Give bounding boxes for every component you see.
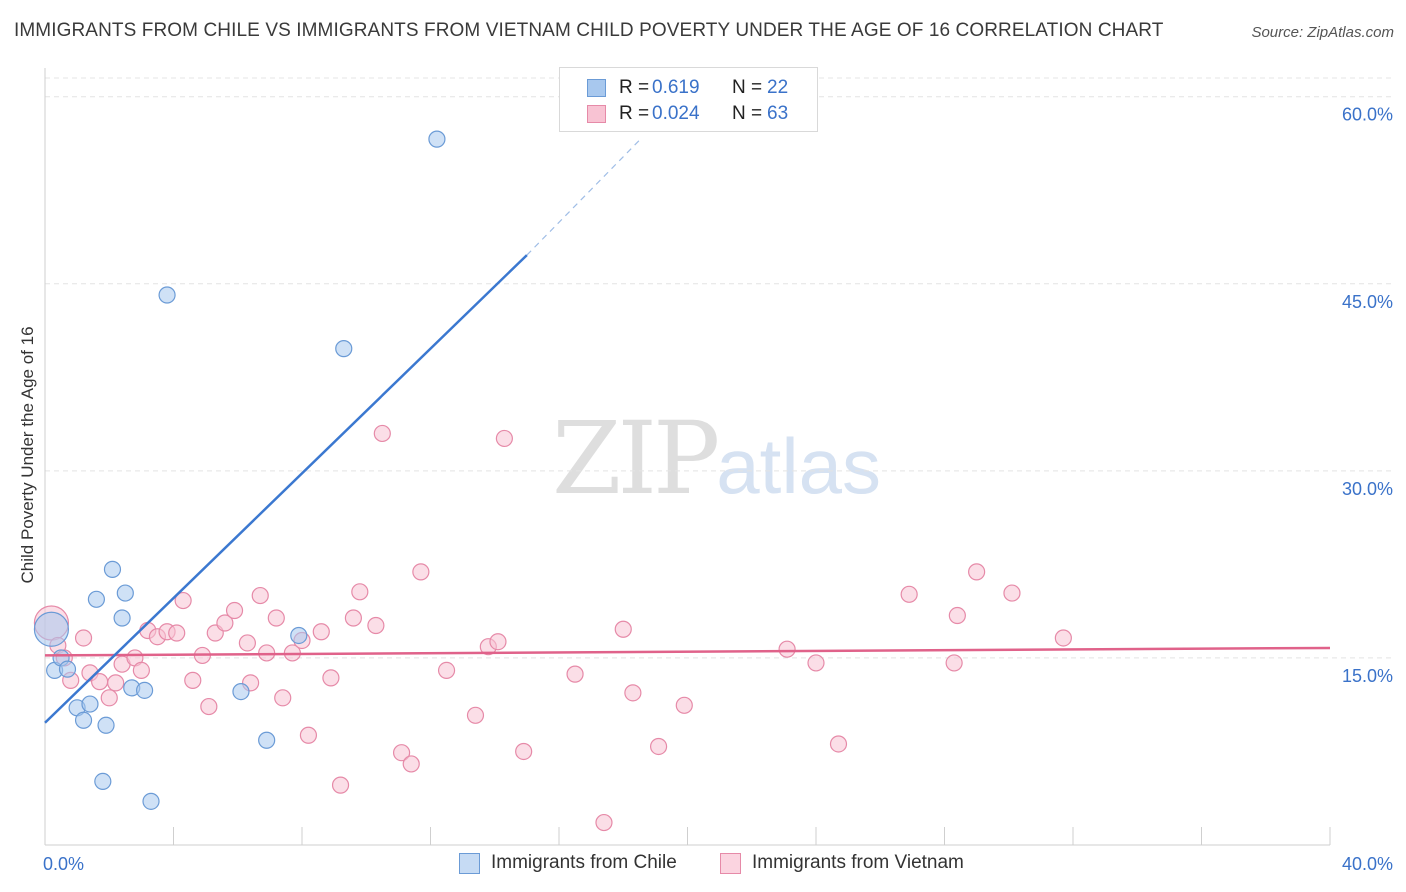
chart-title: IMMIGRANTS FROM CHILE VS IMMIGRANTS FROM…: [14, 20, 1164, 41]
legend-n-label: N =: [732, 77, 763, 98]
data-point-vietnam: [515, 742, 533, 761]
legend-r-value: 0.024: [652, 103, 700, 124]
bottom-legend-swatch-chile: [459, 853, 480, 874]
data-point-vietnam: [807, 654, 825, 672]
data-point-vietnam: [1054, 629, 1072, 647]
data-point-vietnam: [238, 634, 256, 652]
data-point-vietnam: [437, 661, 456, 679]
data-point-vietnam: [624, 684, 642, 702]
legend-swatch-chile: [587, 79, 606, 97]
data-point-vietnam: [200, 697, 218, 716]
bottom-legend-label-vietnam: Immigrants from Vietnam: [752, 852, 964, 873]
data-point-chile: [258, 731, 276, 749]
source-credit: Source: ZipAtlas.com: [1251, 24, 1394, 41]
data-point-vietnam: [948, 606, 966, 625]
data-point-vietnam: [74, 629, 93, 647]
data-point-chile: [94, 772, 112, 790]
data-point-chile: [428, 130, 446, 148]
legend-swatch-vietnam: [587, 105, 606, 123]
data-point-vietnam: [267, 609, 285, 627]
data-point-vietnam: [107, 674, 125, 692]
data-point-vietnam: [649, 737, 668, 756]
data-point-vietnam: [168, 624, 186, 642]
data-point-vietnam: [968, 563, 986, 581]
data-point-vietnam: [495, 429, 513, 448]
data-point-vietnam: [344, 609, 362, 627]
data-point-chile: [142, 792, 160, 810]
x-tick-label: 0.0%: [43, 854, 84, 874]
data-point-chile: [81, 695, 99, 713]
watermark: ZIPatlas: [552, 400, 881, 517]
data-point-vietnam: [367, 616, 385, 635]
data-point-vietnam: [466, 706, 485, 724]
data-point-vietnam: [392, 744, 411, 762]
data-point-chile: [103, 560, 122, 578]
data-point-chile: [58, 660, 77, 678]
bottom-legend-swatch-vietnam: [720, 853, 741, 874]
data-point-vietnam: [595, 813, 613, 832]
data-point-chile: [335, 340, 353, 358]
data-point-vietnam: [614, 620, 632, 638]
legend-n-label: N =: [732, 103, 763, 124]
legend-r-label: R =: [619, 103, 650, 124]
data-point-vietnam: [1003, 584, 1021, 602]
legend-box: R = 0.619 N = 22 R = 0.024 N = 63: [559, 67, 818, 132]
legend-n-value: 63: [767, 103, 789, 124]
data-point-vietnam: [100, 689, 118, 707]
data-point-chile: [33, 611, 70, 647]
data-point-vietnam: [566, 665, 584, 683]
y-tick-label: 30.0%: [1342, 479, 1393, 499]
legend-r-value: 0.619: [652, 77, 700, 98]
legend-r-label: R =: [619, 77, 650, 98]
data-point-chile: [113, 609, 131, 627]
data-point-chile: [158, 286, 176, 304]
watermark-atlas: atlas: [716, 422, 882, 510]
data-point-vietnam: [184, 671, 202, 689]
trend-line-vietnam: [44, 646, 1331, 657]
data-point-vietnam: [489, 633, 507, 651]
data-point-vietnam: [174, 591, 192, 610]
data-point-chile: [97, 716, 115, 734]
data-point-vietnam: [299, 726, 318, 744]
data-point-vietnam: [373, 424, 391, 443]
y-tick-label: 45.0%: [1342, 292, 1393, 312]
data-point-vietnam: [402, 755, 420, 773]
legend-n-value: 22: [767, 77, 789, 98]
data-point-vietnam: [251, 586, 269, 605]
data-point-vietnam: [778, 640, 796, 658]
data-point-vietnam: [216, 614, 234, 632]
data-point-chile: [116, 584, 134, 602]
data-point-vietnam: [412, 563, 430, 581]
trend-line-chile-extension: [526, 139, 640, 256]
data-point-vietnam: [351, 583, 369, 601]
bottom-legend-label-chile: Immigrants from Chile: [491, 852, 677, 873]
x-tick-label: 40.0%: [1342, 854, 1393, 874]
data-point-vietnam: [675, 696, 693, 714]
y-tick-label: 60.0%: [1342, 105, 1393, 125]
data-point-chile: [87, 590, 106, 608]
data-point-vietnam: [331, 776, 350, 794]
watermark-zip: ZIP: [552, 400, 720, 517]
data-point-vietnam: [322, 669, 340, 687]
y-tick-label: 15.0%: [1342, 666, 1393, 686]
data-point-vietnam: [900, 585, 918, 603]
data-point-vietnam: [225, 601, 244, 620]
data-point-chile: [135, 681, 154, 699]
data-point-vietnam: [274, 689, 292, 707]
data-point-chile: [74, 711, 93, 729]
data-point-vietnam: [312, 623, 330, 641]
data-point-chile: [232, 682, 250, 701]
data-point-chile: [290, 626, 308, 645]
data-point-vietnam: [132, 661, 150, 679]
trend-line-chile: [44, 254, 528, 724]
data-point-vietnam: [945, 654, 963, 672]
y-axis-label: Child Poverty Under the Age of 16: [18, 326, 37, 584]
data-point-vietnam: [829, 735, 848, 753]
